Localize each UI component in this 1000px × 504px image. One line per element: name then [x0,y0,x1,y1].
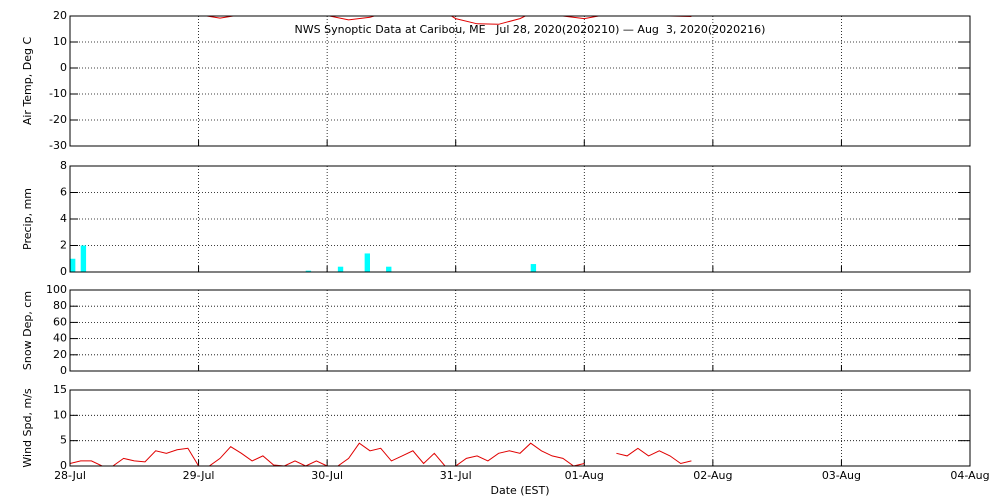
bar [386,266,392,272]
y-tick-label: 60 [53,315,67,328]
chart-title: NWS Synoptic Data at Caribou, ME Jul 28,… [295,23,766,36]
y-tick-label: 6 [60,186,67,199]
y-tick-label: 2 [60,239,67,252]
y-tick-label: 8 [60,159,67,172]
y-tick-label: 40 [53,332,67,345]
line [70,442,692,466]
x-tick-label: 04-Aug [950,469,989,482]
y-tick-label: 80 [53,299,67,312]
y-tick-label: 0 [60,364,67,377]
y-tick-label: -20 [49,113,67,126]
x-tick-label: 31-Jul [440,469,472,482]
line [203,16,692,25]
y-tick-label: 0 [60,61,67,74]
y-tick-label: 10 [53,35,67,48]
y-axis-label: Wind Spd, m/s [21,388,34,468]
x-tick-label: 01-Aug [565,469,604,482]
y-axis-label: Snow Dep, cm [21,291,34,370]
bar [530,264,537,272]
y-tick-label: 4 [60,212,67,225]
bar [364,253,370,272]
plot-frame [69,389,971,467]
bar [305,270,312,272]
y-tick-label: 5 [60,434,67,447]
plot-frame [69,165,971,273]
x-tick-label: 03-Aug [822,469,861,482]
bar [337,266,344,272]
plot-area [203,16,692,25]
y-tick-label: 0 [60,459,67,472]
plot-frame [69,15,971,147]
y-tick-label: -30 [49,139,67,152]
y-tick-label: 10 [53,408,67,421]
x-axis-label: Date (EST) [490,484,549,497]
x-tick-label: 29-Jul [183,469,215,482]
y-tick-label: 20 [53,9,67,22]
y-tick-label: -10 [49,87,67,100]
y-axis-label: Precip, mm [21,188,34,250]
y-axis-label: Air Temp, Deg C [21,37,34,126]
x-tick-label: 28-Jul [54,469,86,482]
plot-frame [69,289,971,372]
bar [70,258,76,272]
plot-area [70,442,692,466]
plot-area [70,245,537,272]
bar [80,245,87,272]
x-tick-label: 02-Aug [693,469,732,482]
y-tick-label: 0 [60,265,67,278]
x-tick-label: 30-Jul [311,469,343,482]
y-tick-label: 15 [53,383,67,396]
y-tick-label: 100 [46,283,67,296]
y-tick-label: 20 [53,348,67,361]
